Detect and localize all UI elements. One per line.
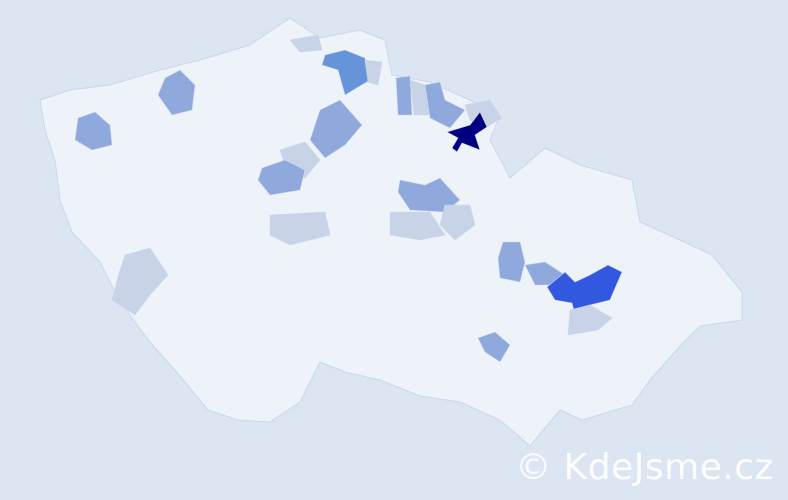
district-region — [257, 159, 306, 196]
watermark: © KdeJsme.cz — [515, 447, 774, 488]
district-region — [477, 331, 511, 363]
district-region — [321, 49, 371, 96]
district-region — [395, 75, 413, 116]
district-region — [289, 34, 323, 53]
district-region — [424, 81, 466, 129]
district-region — [497, 241, 526, 283]
district-region — [439, 204, 476, 241]
district-region — [74, 111, 113, 151]
district-region — [567, 304, 613, 336]
district-region — [111, 247, 169, 316]
district-region — [309, 99, 363, 159]
district-region — [546, 264, 623, 316]
district-region — [446, 111, 488, 153]
district-region — [157, 69, 196, 116]
district-region — [389, 211, 446, 241]
district-region — [269, 211, 331, 246]
district-region — [364, 59, 383, 86]
